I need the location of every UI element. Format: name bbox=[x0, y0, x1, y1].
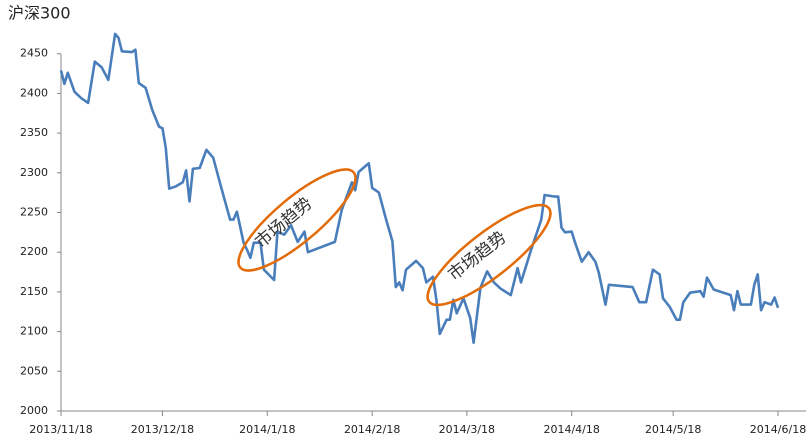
y-tick-label: 2350 bbox=[20, 126, 48, 139]
x-tick-label: 2014/6/18 bbox=[750, 423, 806, 436]
x-tick-label: 2014/5/18 bbox=[645, 423, 701, 436]
x-tick-label: 2013/12/18 bbox=[131, 423, 194, 436]
y-tick-label: 2300 bbox=[20, 166, 48, 179]
data-line bbox=[59, 32, 780, 344]
x-tick-label: 2014/4/18 bbox=[543, 423, 599, 436]
y-tick-label: 2250 bbox=[20, 206, 48, 219]
y-tick-label: 2400 bbox=[20, 86, 48, 99]
x-tick-label: 2014/3/18 bbox=[439, 423, 495, 436]
y-tick-label: 2000 bbox=[20, 404, 48, 417]
annotation-ellipse bbox=[237, 168, 357, 272]
y-tick-label: 2100 bbox=[20, 325, 48, 338]
chart-title: 沪深300 bbox=[8, 4, 71, 23]
y-tick-label: 2050 bbox=[20, 364, 48, 377]
y-tick-label: 2450 bbox=[20, 47, 48, 60]
x-tick-label: 2014/1/18 bbox=[239, 423, 295, 436]
y-tick-label: 2150 bbox=[20, 285, 48, 298]
annotation-ellipse bbox=[426, 203, 552, 307]
annotation-1: 市场趋势 bbox=[237, 168, 357, 272]
x-tick-label: 2014/2/18 bbox=[344, 423, 400, 436]
y-tick-label: 2200 bbox=[20, 245, 48, 258]
x-tick-label: 2013/11/18 bbox=[29, 423, 92, 436]
